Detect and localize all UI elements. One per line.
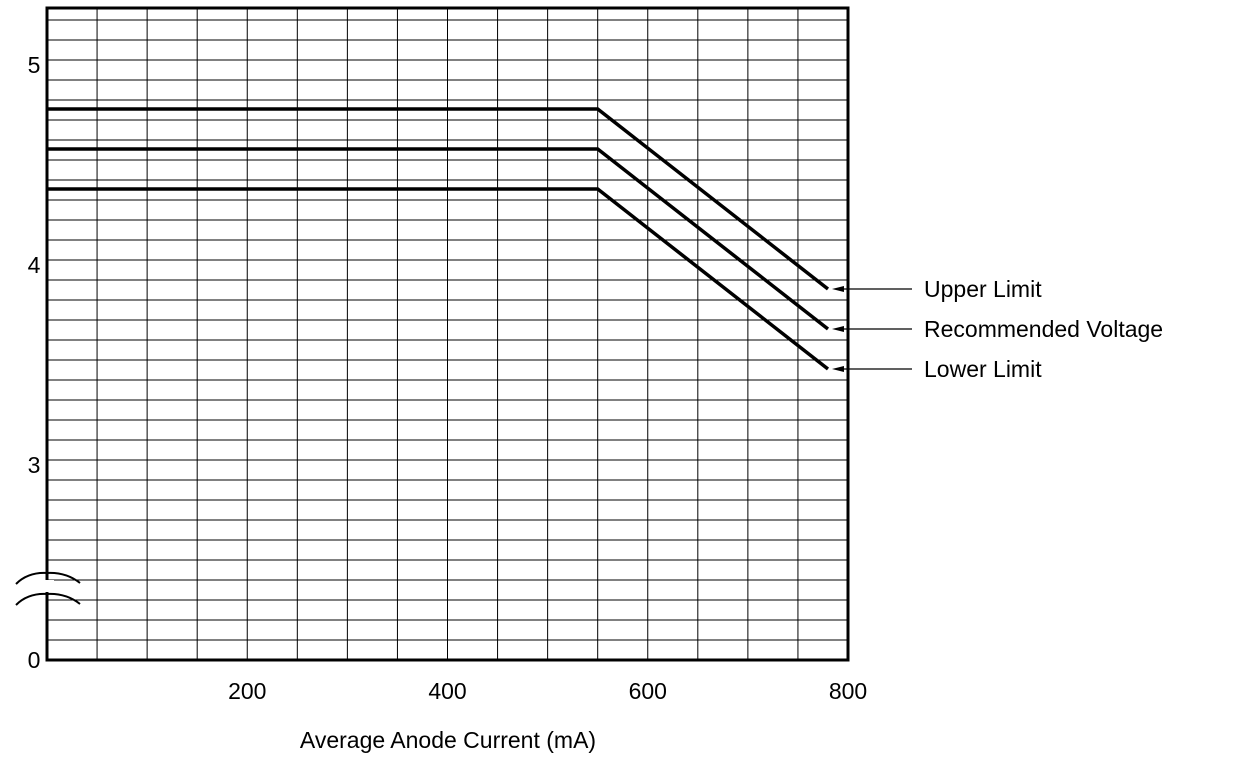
series-line bbox=[47, 187, 830, 371]
y-tick-labels: 0 3 4 5 bbox=[28, 52, 41, 673]
legend: Upper Limit Recommended Voltage Lower Limi… bbox=[831, 276, 1163, 382]
legend-label: Recommended Voltage bbox=[924, 316, 1163, 342]
series-line bbox=[47, 147, 830, 331]
axis-break-curve bbox=[15, 571, 81, 585]
legend-label: Upper Limit bbox=[924, 276, 1042, 302]
plot-frame bbox=[45, 6, 850, 662]
legend-arrowhead bbox=[831, 286, 844, 292]
series-lines bbox=[47, 107, 830, 371]
legend-arrowhead bbox=[831, 366, 844, 372]
y-tick-label: 0 bbox=[28, 647, 41, 673]
series-line bbox=[47, 107, 830, 291]
y-tick-label: 3 bbox=[28, 452, 41, 478]
x-tick-label: 600 bbox=[629, 678, 667, 704]
x-tick-label: 200 bbox=[228, 678, 266, 704]
y-tick-label: 4 bbox=[28, 252, 41, 278]
grid-lines bbox=[47, 8, 848, 660]
axis-break-curve bbox=[15, 592, 81, 606]
legend-label: Lower Limit bbox=[924, 356, 1042, 382]
x-tick-labels: 200 400 600 800 bbox=[228, 678, 867, 704]
legend-arrowhead bbox=[831, 326, 844, 332]
axis-break-symbol bbox=[15, 571, 81, 606]
y-tick-label: 5 bbox=[28, 52, 41, 78]
x-tick-label: 400 bbox=[428, 678, 466, 704]
x-axis-title: Average Anode Current (mA) bbox=[300, 727, 596, 753]
axis-break-gap bbox=[40, 580, 54, 592]
x-tick-label: 800 bbox=[829, 678, 867, 704]
